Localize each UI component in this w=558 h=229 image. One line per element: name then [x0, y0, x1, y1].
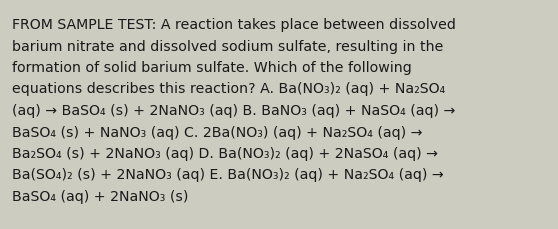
Text: BaSO₄ (s) + NaNO₃ (aq) C. 2Ba(NO₃) (aq) + Na₂SO₄ (aq) →: BaSO₄ (s) + NaNO₃ (aq) C. 2Ba(NO₃) (aq) …: [12, 125, 422, 139]
Text: formation of solid barium sulfate. Which of the following: formation of solid barium sulfate. Which…: [12, 61, 412, 75]
Text: Ba(SO₄)₂ (s) + 2NaNO₃ (aq) E. Ba(NO₃)₂ (aq) + Na₂SO₄ (aq) →: Ba(SO₄)₂ (s) + 2NaNO₃ (aq) E. Ba(NO₃)₂ (…: [12, 168, 444, 182]
Text: (aq) → BaSO₄ (s) + 2NaNO₃ (aq) B. BaNO₃ (aq) + NaSO₄ (aq) →: (aq) → BaSO₄ (s) + 2NaNO₃ (aq) B. BaNO₃ …: [12, 104, 455, 117]
Text: equations describes this reaction? A. Ba(NO₃)₂ (aq) + Na₂SO₄: equations describes this reaction? A. Ba…: [12, 82, 445, 96]
Text: Ba₂SO₄ (s) + 2NaNO₃ (aq) D. Ba(NO₃)₂ (aq) + 2NaSO₄ (aq) →: Ba₂SO₄ (s) + 2NaNO₃ (aq) D. Ba(NO₃)₂ (aq…: [12, 146, 438, 160]
Text: FROM SAMPLE TEST: A reaction takes place between dissolved: FROM SAMPLE TEST: A reaction takes place…: [12, 18, 456, 32]
Text: barium nitrate and dissolved sodium sulfate, resulting in the: barium nitrate and dissolved sodium sulf…: [12, 39, 444, 53]
Text: BaSO₄ (aq) + 2NaNO₃ (s): BaSO₄ (aq) + 2NaNO₃ (s): [12, 189, 189, 203]
